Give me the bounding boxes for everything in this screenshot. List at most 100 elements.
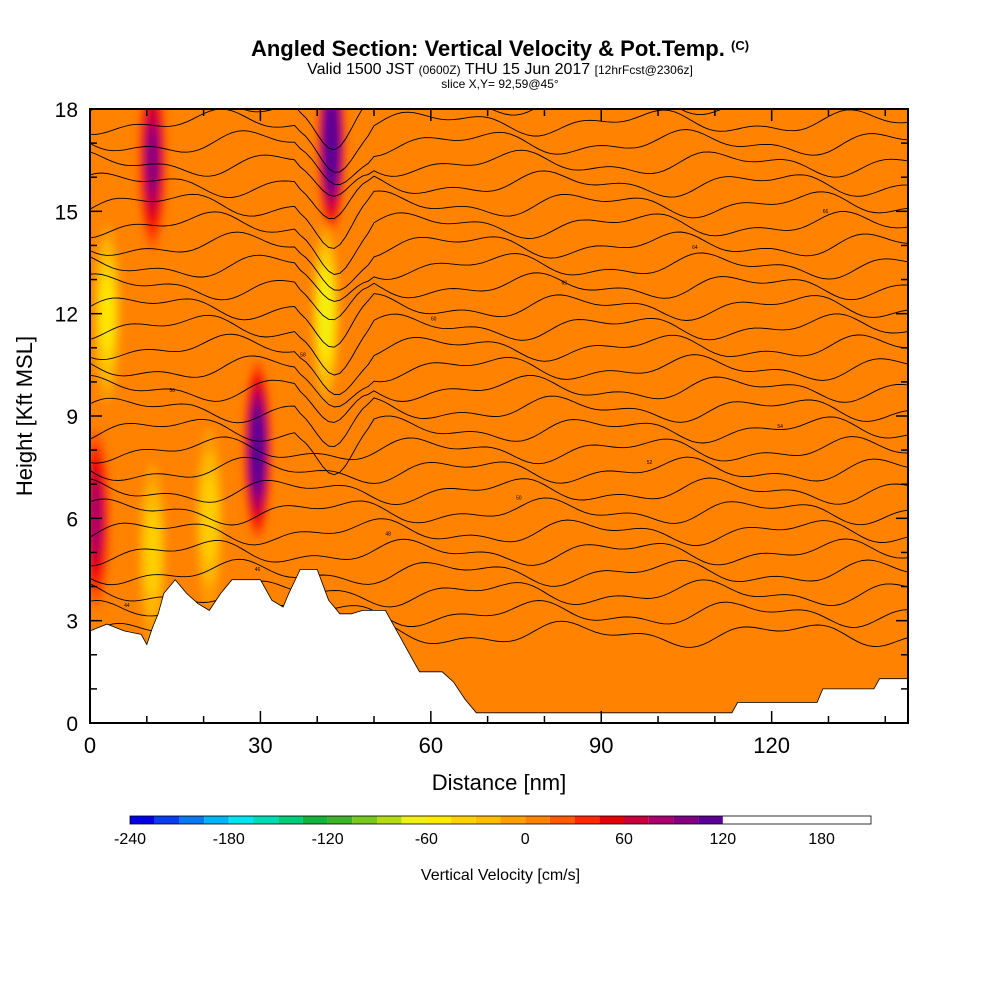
colorbar-tick-label: 60 [615,831,633,848]
colorbar-swatch [179,816,205,824]
colorbar-tick-label: -180 [213,831,245,848]
colorbar-swatch [426,816,452,824]
updraft-band [326,116,337,171]
contour-label: 60 [431,316,437,322]
theta-contours: 44 46 48 50 52 54 56 58 60 62 64 66 [90,109,908,649]
contour-label: 46 [255,567,261,573]
colorbar-swatch [475,816,501,824]
contour-label: 58 [300,352,306,358]
plot-area: 44 46 48 50 52 54 56 58 60 62 64 66 [90,109,908,723]
contour-label: 48 [385,531,391,537]
colorbar-swatch [525,816,550,824]
theta-contour [90,211,908,275]
slice-info: slice X,Y= 92,59@45° [441,77,559,91]
colorbar-title: Vertical Velocity [cm/s] [421,867,580,884]
forecast-info: [12hrFcst@2306z] [594,63,693,77]
theta-contour [90,170,908,219]
y-tick-label: 9 [66,406,78,429]
colorbar-tick-label: -60 [415,831,438,848]
y-tick-label: 15 [55,201,78,224]
contour-label: 56 [170,388,176,394]
theta-contour [90,497,908,526]
colorbar-swatch [253,816,279,824]
colorbar-swatch [624,816,649,824]
colorbar-frame [129,815,872,825]
colorbar-tick-label: 0 [521,831,530,848]
theta-contour [90,272,908,321]
contour-label: 50 [516,496,522,502]
contour-label: 64 [692,245,698,251]
downdraft-band [319,279,332,348]
y-tick-label: 3 [66,611,78,634]
contour-label: 52 [647,460,653,466]
colorbar-swatch [302,816,328,824]
colorbar-swatch [574,816,600,824]
colorbar-swatch [228,816,254,824]
theta-contour [90,354,908,408]
title-units: (C) [731,38,750,53]
colorbar-swatch [204,816,229,824]
theta-contour [90,395,908,448]
colorbar-tick-label: 120 [709,831,736,848]
colorbar-swatch [698,816,723,824]
theta-contour [90,558,908,587]
colorbar-swatch [648,816,674,824]
x-tick-label: 0 [84,733,96,758]
theta-contour [90,538,908,567]
colorbar-tick-label: -240 [114,831,146,848]
y-tick-label: 18 [55,99,78,122]
theta-contour [90,109,724,151]
colorbar-swatch [401,816,427,824]
y-tick-label: 12 [55,304,78,327]
valid-date: THU 15 Jun 2017 [464,61,591,78]
colorbar: -240 -180 -120 -60 0 60 120 180 Vertical Velocit… [114,815,872,884]
downdraft-band [100,276,114,352]
chart-title-text: Angled Section: Vertical Velocity & Pot.… [250,36,725,61]
theta-contour [90,456,908,484]
colorbar-swatch [278,816,303,824]
downdraft-band [145,509,160,596]
axes: 0 30 60 90 120 0 3 6 9 12 15 18 Distance [nm] Height … [12,99,909,795]
theta-contour [90,293,908,348]
valid-zulu: (0600Z) [418,63,461,77]
colorbar-swatch [377,816,402,824]
chart-title: Angled Section: Vertical Velocity & Pot.… [0,36,1000,62]
valid-prefix: Valid 1500 JST [307,61,415,78]
y-tick-label: 6 [66,508,78,531]
colorbar-swatch [599,816,624,824]
colorbar-swatch [130,816,155,824]
colorbar-swatch [352,816,377,824]
theta-contour [90,231,908,291]
updraft-band [146,128,159,192]
y-tick-label: 0 [66,713,78,736]
theta-contour [90,190,908,249]
colorbar-swatch [451,816,476,824]
contour-label: 66 [823,209,829,215]
x-tick-label: 60 [419,733,443,758]
theta-contour [90,415,908,476]
theta-contour [90,129,908,186]
valid-time-line: Valid 1500 JST (0600Z) THU 15 Jun 2017 [… [0,61,1000,79]
theta-contour [90,252,908,302]
y-axis-label: Height [Kft MSL] [12,336,37,496]
x-tick-label: 30 [248,733,272,758]
colorbar-tick-label: 180 [808,831,835,848]
colorbar-swatch [154,816,180,824]
theta-contour [90,313,908,376]
contour-label: 62 [561,281,567,287]
colorbar-swatch [327,816,353,824]
theta-contour [90,149,908,197]
terrain-mask [90,569,908,723]
contour-label: 44 [124,603,130,609]
theta-contour [90,374,908,423]
colorbar-swatch [673,816,699,824]
colorbar-tick-label: -120 [312,831,344,848]
contour-label: 54 [777,424,783,430]
colorbar-swatch [500,816,526,824]
x-tick-label: 90 [589,733,613,758]
x-axis-label: Distance [nm] [432,770,567,795]
theta-contour [90,477,908,506]
theta-contour [90,333,908,395]
x-tick-label: 120 [753,733,790,758]
